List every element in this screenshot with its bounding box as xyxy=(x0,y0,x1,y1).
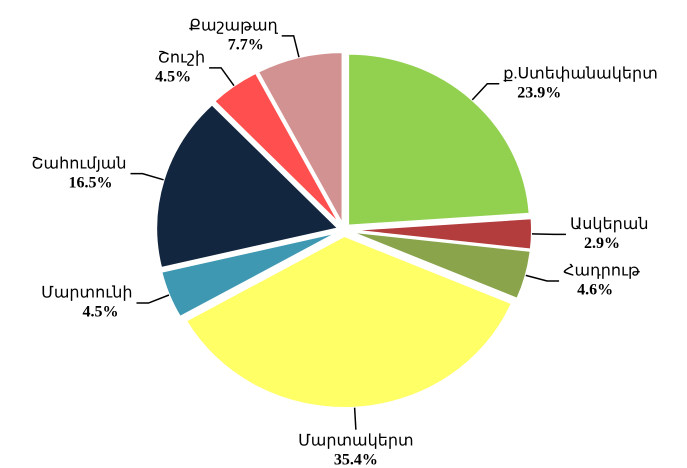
category-label: Շահումյան xyxy=(31,155,126,172)
category-label: Մարտունի xyxy=(41,285,132,302)
pie-slice xyxy=(155,103,341,270)
category-label: Շուշի xyxy=(158,49,205,66)
pie-slice xyxy=(212,71,342,226)
value-label: 2.9% xyxy=(584,235,620,252)
value-label: 35.4% xyxy=(334,451,378,468)
leader-line xyxy=(471,83,500,101)
leader-line xyxy=(209,67,235,87)
category-label: Մարտակերտ xyxy=(298,432,414,449)
slice-label: Քաշաթաղ 7.7% xyxy=(189,17,279,53)
value-label: 7.7% xyxy=(228,36,264,53)
category-label: ք.Ստեփանակերտ xyxy=(503,65,658,82)
value-label: 16.5% xyxy=(69,174,113,191)
category-label: Հադրութ xyxy=(563,263,640,280)
pie-slice xyxy=(347,52,531,227)
pie-slice xyxy=(160,231,339,319)
value-label: 4.6% xyxy=(577,282,613,299)
pie-slice xyxy=(184,234,514,409)
leader-line xyxy=(525,274,560,282)
value-label: 23.9% xyxy=(517,84,561,101)
pie-slice xyxy=(349,230,532,301)
leader-line xyxy=(130,172,164,181)
slice-label: Հադրութ 4.6% xyxy=(563,263,640,299)
slice-label: Մարտունի 4.5% xyxy=(41,285,132,321)
slice-label: Շուշի 4.5% xyxy=(155,49,205,85)
value-label: 4.5% xyxy=(83,304,119,321)
slice-label: Մարտակերտ 35.4% xyxy=(298,432,414,468)
slice-label: ք.Ստեփանակերտ 23.9% xyxy=(503,65,658,101)
value-label: 4.5% xyxy=(155,68,191,85)
slice-label: Շահումյան 16.5% xyxy=(31,155,126,191)
leader-line xyxy=(136,294,170,304)
slice-label: Ասկերան 2.9% xyxy=(570,216,649,252)
category-label: Ասկերան xyxy=(570,216,649,233)
leader-line xyxy=(353,407,357,430)
category-label: Քաշաթաղ xyxy=(189,17,279,34)
leader-line xyxy=(281,35,300,58)
